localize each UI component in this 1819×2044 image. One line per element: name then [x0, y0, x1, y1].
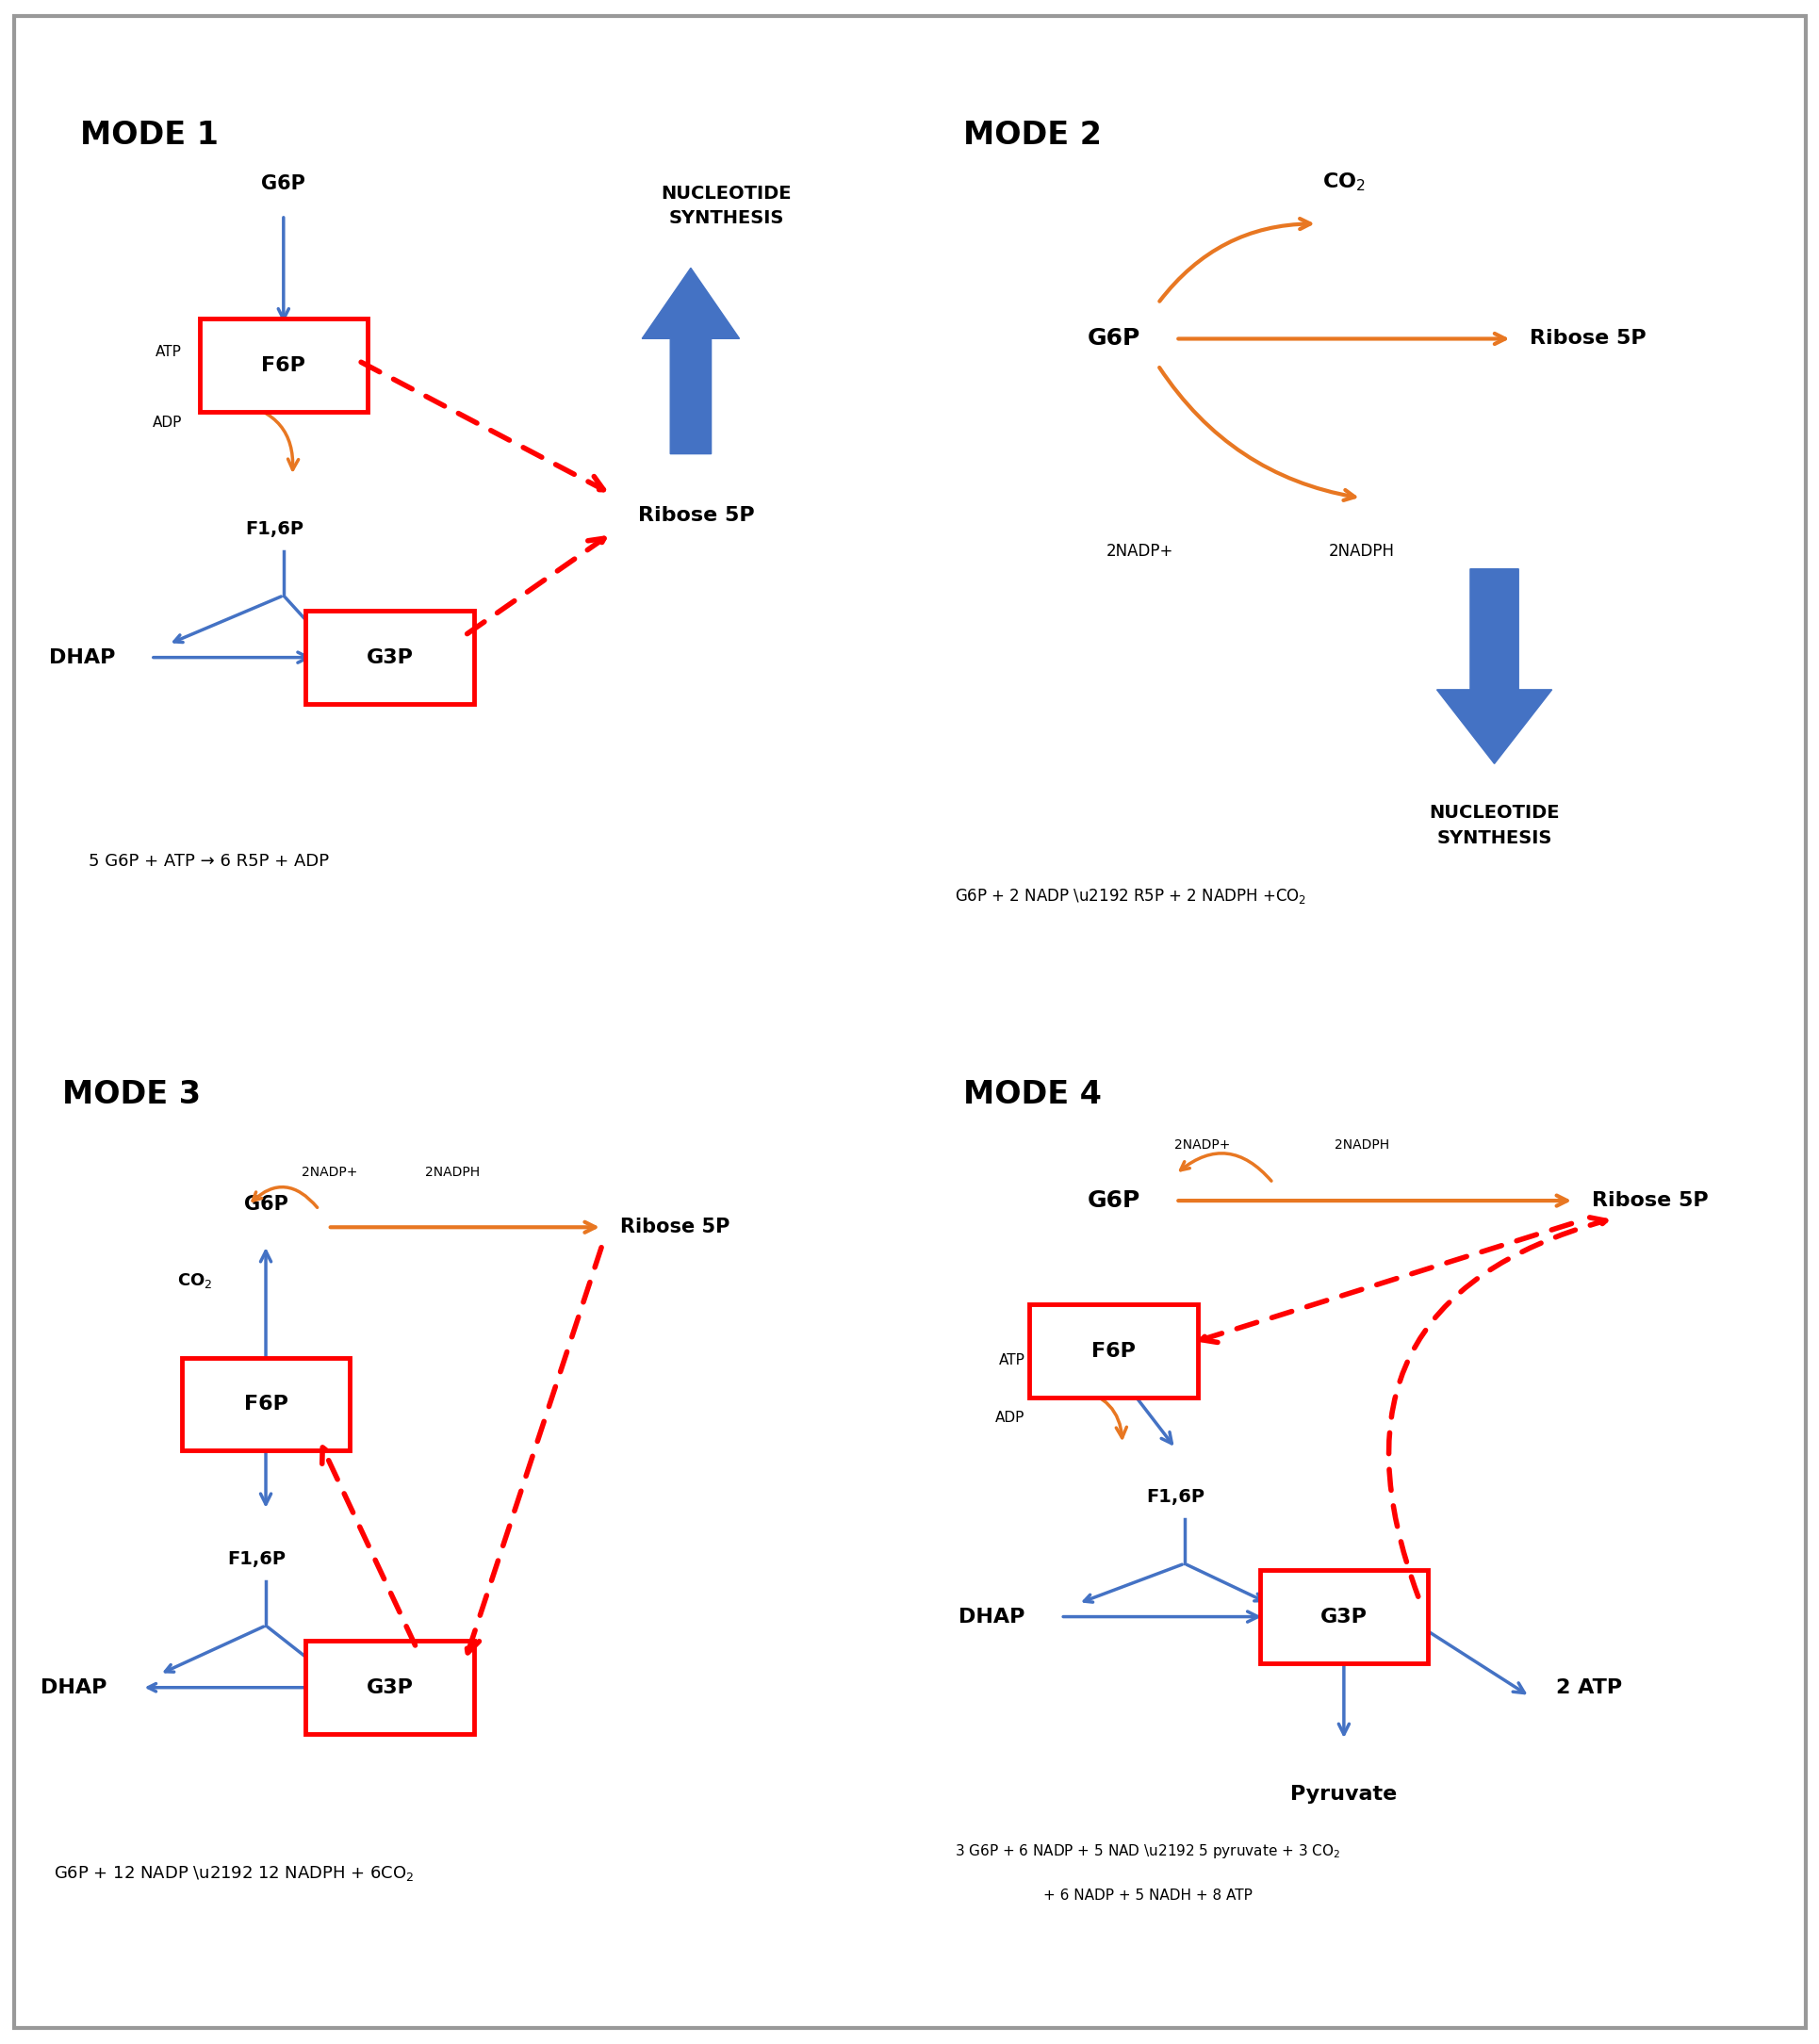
Text: CO$_2$: CO$_2$ — [1322, 170, 1364, 192]
FancyArrowPatch shape — [1201, 1224, 1572, 1343]
Text: F6P: F6P — [244, 1394, 287, 1414]
Text: MODE 2: MODE 2 — [962, 119, 1100, 151]
Text: G6P + 12 NADP \u2192 12 NADPH + 6CO$_2$: G6P + 12 NADP \u2192 12 NADPH + 6CO$_2$ — [53, 1864, 413, 1883]
Text: 3 G6P + 6 NADP + 5 NAD \u2192 5 pyruvate + 3 CO$_2$: 3 G6P + 6 NADP + 5 NAD \u2192 5 pyruvate… — [953, 1842, 1339, 1860]
Polygon shape — [642, 268, 739, 454]
Text: 2NADP+: 2NADP+ — [1106, 542, 1173, 560]
Text: Pyruvate: Pyruvate — [1290, 1784, 1397, 1803]
FancyBboxPatch shape — [200, 319, 367, 411]
Text: ATP: ATP — [155, 345, 182, 360]
Text: F1,6P: F1,6P — [1146, 1488, 1204, 1506]
Text: ATP: ATP — [999, 1353, 1024, 1367]
Text: DHAP: DHAP — [40, 1678, 106, 1697]
FancyBboxPatch shape — [1030, 1304, 1197, 1398]
Text: Ribose 5P: Ribose 5P — [1592, 1192, 1708, 1210]
Text: MODE 3: MODE 3 — [62, 1079, 200, 1110]
Polygon shape — [1435, 568, 1552, 764]
FancyBboxPatch shape — [306, 611, 473, 703]
FancyBboxPatch shape — [1259, 1570, 1428, 1664]
Text: 5 G6P + ATP → 6 R5P + ADP: 5 G6P + ATP → 6 R5P + ADP — [89, 852, 329, 869]
Text: F1,6P: F1,6P — [227, 1549, 286, 1568]
Text: G6P: G6P — [1086, 327, 1141, 350]
Text: Ribose 5P: Ribose 5P — [1530, 329, 1646, 347]
FancyArrowPatch shape — [322, 1447, 415, 1645]
FancyBboxPatch shape — [306, 1641, 473, 1733]
Text: CO$_2$: CO$_2$ — [176, 1271, 213, 1290]
Text: 2NADPH: 2NADPH — [426, 1165, 480, 1179]
Text: G3P: G3P — [1321, 1607, 1366, 1627]
Text: MODE 4: MODE 4 — [962, 1079, 1100, 1110]
Text: G6P + 2 NADP \u2192 R5P + 2 NADPH +CO$_2$: G6P + 2 NADP \u2192 R5P + 2 NADPH +CO$_2… — [953, 887, 1306, 905]
Text: G6P: G6P — [1086, 1190, 1141, 1212]
Text: Ribose 5P: Ribose 5P — [620, 1218, 729, 1237]
FancyArrowPatch shape — [467, 538, 604, 634]
Text: ADP: ADP — [995, 1410, 1024, 1425]
Text: NUCLEOTIDE
SYNTHESIS: NUCLEOTIDE SYNTHESIS — [660, 184, 791, 227]
Text: G3P: G3P — [366, 1678, 413, 1697]
Text: 2NADPH: 2NADPH — [1328, 542, 1393, 560]
Text: 2NADP+: 2NADP+ — [302, 1165, 357, 1179]
Text: MODE 1: MODE 1 — [80, 119, 218, 151]
Text: G6P: G6P — [244, 1196, 287, 1214]
Text: G3P: G3P — [366, 648, 413, 666]
FancyBboxPatch shape — [182, 1357, 349, 1451]
Text: DHAP: DHAP — [49, 648, 115, 666]
FancyArrowPatch shape — [360, 362, 604, 491]
Text: ADP: ADP — [153, 415, 182, 429]
Text: F6P: F6P — [262, 356, 306, 374]
Text: 2NADP+: 2NADP+ — [1173, 1139, 1230, 1153]
Text: 2 ATP: 2 ATP — [1555, 1678, 1621, 1697]
FancyArrowPatch shape — [466, 1247, 600, 1654]
FancyArrowPatch shape — [1388, 1218, 1604, 1596]
Text: Ribose 5P: Ribose 5P — [637, 507, 753, 525]
Text: F1,6P: F1,6P — [246, 521, 304, 538]
Text: + 6 NADP + 5 NADH + 8 ATP: + 6 NADP + 5 NADH + 8 ATP — [1042, 1889, 1251, 1903]
Text: NUCLEOTIDE
SYNTHESIS: NUCLEOTIDE SYNTHESIS — [1428, 803, 1559, 846]
Text: F6P: F6P — [1091, 1341, 1135, 1361]
Text: DHAP: DHAP — [959, 1607, 1024, 1627]
Text: G6P: G6P — [262, 174, 306, 192]
Text: 2NADPH: 2NADPH — [1333, 1139, 1388, 1153]
